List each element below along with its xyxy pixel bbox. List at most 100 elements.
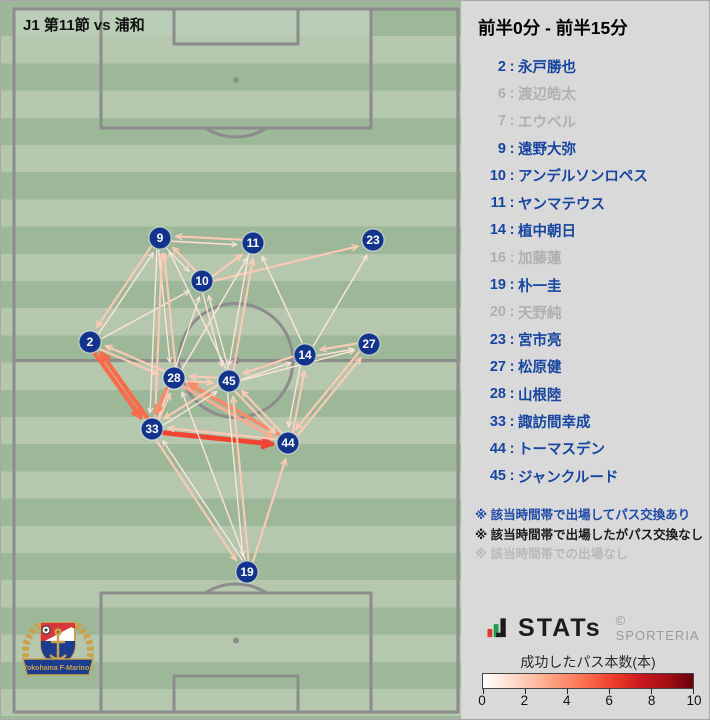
colorbar-label: 成功したパス本数(本): [520, 654, 656, 670]
player-list-item: 27: 松原健: [478, 353, 703, 380]
player-node-19: 19: [235, 560, 259, 584]
player-number: 44: [489, 440, 506, 457]
player-node-circle: [190, 269, 214, 293]
pitch-markings: [12, 7, 460, 714]
pass-arrowhead: [183, 265, 190, 272]
player-list-item: 23: 宮市亮: [478, 326, 703, 353]
pass-arrow: [317, 348, 355, 357]
pass-arrowhead: [154, 403, 164, 415]
club-crest-icon: Yokohama F-Marinos: [21, 622, 95, 676]
pass-arrowhead: [172, 246, 180, 255]
pass-arrow: [182, 385, 275, 439]
player-node-number: 14: [298, 348, 312, 362]
player-nodes-layer: 2 9 10 11 14 19 23 27 28 33 44 45: [78, 226, 385, 584]
pass-arrow: [213, 245, 360, 282]
player-node-circle: [78, 330, 102, 354]
pass-arrow: [212, 253, 243, 277]
pass-arrow: [171, 240, 238, 246]
colorbar-ticks: 0 2 4 6 8 10: [478, 693, 701, 709]
match-label-band: [15, 10, 371, 36]
player-number-separator: :: [509, 304, 515, 321]
pass-arrow: [242, 355, 294, 375]
pass-arrow: [168, 250, 227, 370]
pass-arrow: [232, 258, 254, 371]
player-node-circle: [148, 226, 172, 250]
player-node-10: 10: [190, 269, 214, 293]
pass-arrowhead: [354, 357, 362, 366]
pass-arrowhead: [162, 440, 169, 447]
pass-arrowhead: [286, 421, 293, 428]
player-node-14: 14: [293, 343, 317, 367]
player-number-separator: :: [509, 386, 515, 403]
player-node-23: 23: [361, 228, 385, 252]
pass-arrow: [163, 384, 219, 420]
pass-arrow: [291, 370, 306, 433]
colorbar-tickmark: [650, 689, 652, 694]
player-node-number: 10: [195, 274, 209, 288]
player-number: 23: [489, 331, 506, 348]
player-node-circle: [276, 431, 300, 455]
player-name: 加藤蓮: [518, 251, 562, 268]
player-node-28: 28: [162, 366, 186, 390]
pass-arrow: [155, 439, 238, 562]
player-name: 永戸勝也: [518, 60, 576, 77]
pass-arrow: [226, 392, 244, 558]
player-node-44: 44: [276, 431, 300, 455]
pass-arrowhead: [104, 344, 113, 352]
pass-arrow: [163, 390, 218, 426]
player-name: 宮市亮: [518, 333, 562, 350]
player-list-item: 2: 永戸勝也: [478, 53, 703, 80]
colorbar-tick-label: 4: [563, 693, 571, 708]
pass-arrow: [234, 390, 277, 435]
player-list-item: 28: 山根陸: [478, 381, 703, 408]
pass-arrow: [240, 389, 283, 434]
pass-arrow: [228, 254, 250, 366]
pass-arrowhead: [158, 253, 166, 261]
player-number-separator: :: [509, 167, 515, 184]
player-list-item: 14: 植中朝日: [478, 217, 703, 244]
colorbar-tickmark: [482, 689, 484, 694]
legend-note: ※ 該当時間帯での出場なし: [475, 547, 629, 561]
player-node-number: 11: [247, 236, 260, 250]
colorbar-tick-label: 0: [478, 693, 486, 708]
pass-arrowhead: [151, 368, 160, 376]
player-number-separator: :: [509, 468, 515, 485]
player-number: 33: [489, 413, 506, 430]
pass-arrow: [189, 375, 218, 379]
player-node-27: 27: [357, 332, 381, 356]
pass-arrowhead: [319, 345, 328, 353]
player-number-separator: :: [509, 249, 515, 266]
sporteria-copyright: © SPORTERIA: [615, 613, 700, 643]
player-number-separator: :: [509, 358, 515, 375]
pass-arrowhead: [351, 244, 359, 252]
player-number: 14: [489, 222, 506, 239]
pass-arrowhead: [242, 257, 248, 265]
pass-arrowhead: [164, 392, 172, 401]
player-number: 45: [489, 468, 506, 485]
pass-arrowhead: [187, 382, 199, 392]
player-list-item: 10: アンデルソンロペス: [478, 162, 703, 189]
colorbar-tick-label: 8: [647, 693, 656, 708]
player-name: ジャンクルード: [518, 469, 619, 486]
pass-arrowhead: [147, 252, 154, 259]
player-node-circle: [293, 343, 317, 367]
pass-arrow: [99, 351, 150, 420]
pass-arrow: [158, 392, 172, 420]
player-number-separator: :: [509, 140, 515, 157]
player-number: 9: [497, 140, 506, 157]
player-node-9: 9: [148, 226, 172, 250]
player-number-separator: :: [509, 413, 515, 430]
pass-arrow: [92, 351, 143, 420]
player-list-item: 44: トーマスデン: [478, 435, 703, 462]
pass-arrowhead: [95, 320, 104, 329]
player-list: 2: 永戸勝也 6: 渡辺皓太 7: エウベル 9: 遠野大弥 10: アンデルソンロペス 11: ヤ…: [478, 53, 703, 490]
pass-arrowhead: [163, 412, 172, 420]
match-title: J1 第11節 vs 浦和: [23, 16, 145, 34]
colorbar-tick-label: 6: [605, 693, 613, 708]
player-number-separator: :: [509, 85, 515, 102]
pass-arrow: [319, 342, 358, 351]
player-name: アンデルソンロペス: [518, 169, 648, 186]
player-list-item: 33: 諏訪間幸成: [478, 408, 703, 435]
player-name: 植中朝日: [518, 223, 576, 240]
colorbar-tickmark: [566, 689, 568, 694]
